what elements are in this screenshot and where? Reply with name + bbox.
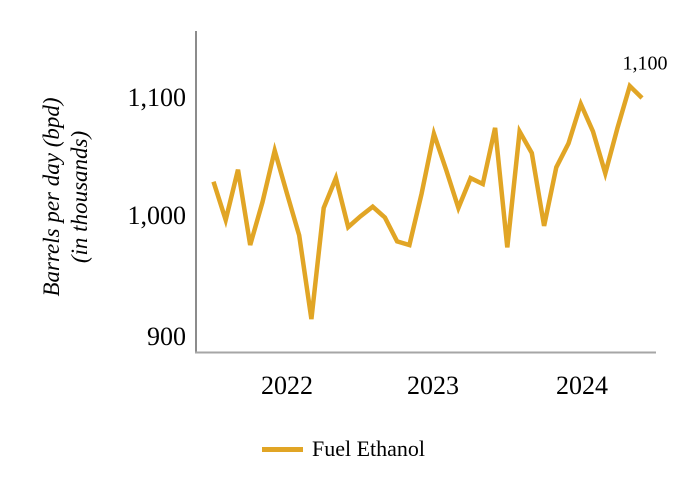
last-point-data-label: 1,100 (622, 52, 668, 75)
x-tick-2022: 2022 (261, 371, 313, 400)
legend: Fuel Ethanol (262, 436, 425, 462)
fuel-ethanol-series-line (211, 81, 644, 320)
y-tick-900: 900 (147, 322, 186, 351)
legend-label: Fuel Ethanol (312, 436, 426, 461)
x-tick-2024: 2024 (556, 371, 608, 400)
y-tick-1000: 1,000 (127, 201, 187, 230)
y-tick-1100: 1,100 (127, 83, 187, 112)
x-tick-2023: 2023 (407, 371, 459, 400)
legend-line-swatch (262, 446, 303, 452)
